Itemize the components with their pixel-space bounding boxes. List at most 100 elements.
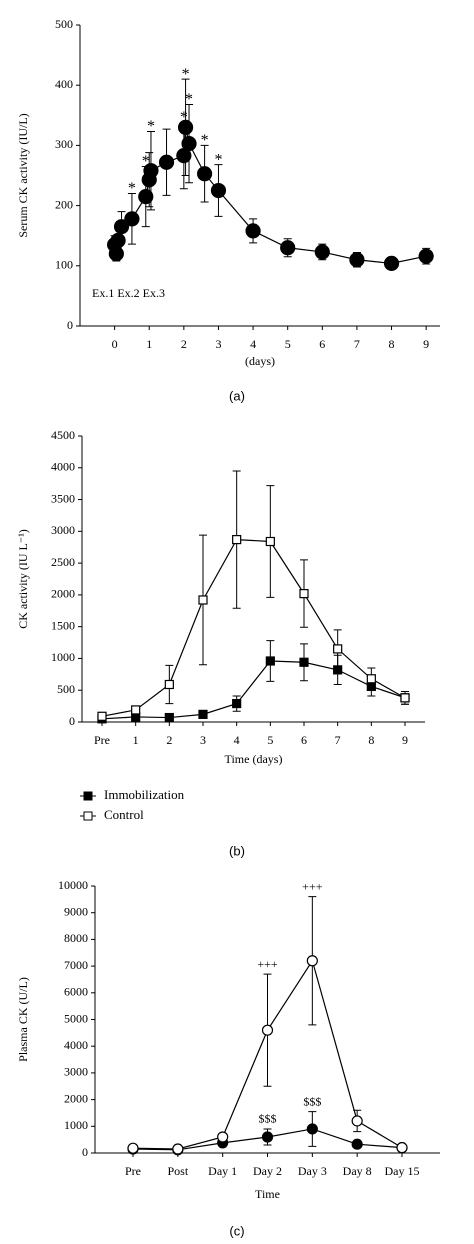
series-line xyxy=(101,660,406,720)
data-point xyxy=(396,1142,408,1154)
x-tick-label: Day 2 xyxy=(253,1164,282,1178)
significance-marker: * xyxy=(182,66,190,83)
y-tick-label: 100 xyxy=(55,258,73,272)
y-tick-label: 0 xyxy=(69,714,75,728)
y-tick-label: 500 xyxy=(57,682,75,696)
x-tick-label: 1 xyxy=(146,337,152,351)
y-tick-label: 5000 xyxy=(64,1011,88,1025)
x-tick-label: 4 xyxy=(234,733,240,747)
x-tick-label: 8 xyxy=(368,733,374,747)
x-axis-label: Time (days) xyxy=(225,752,283,766)
y-tick-label: 3500 xyxy=(51,491,75,505)
significance-marker: * xyxy=(147,118,155,135)
x-axis-label: (days) xyxy=(245,354,275,368)
data-point xyxy=(418,248,434,264)
data-point xyxy=(131,705,141,715)
data-point xyxy=(245,223,261,239)
data-point xyxy=(164,679,174,690)
y-tick-label: 2500 xyxy=(51,555,75,569)
data-point xyxy=(349,252,365,268)
data-point xyxy=(265,656,275,666)
data-point xyxy=(108,246,124,262)
data-point xyxy=(299,589,309,599)
y-tick-label: 1000 xyxy=(51,650,75,664)
caption: (a) xyxy=(229,388,245,403)
data-point xyxy=(172,1143,184,1155)
legend-label: Control xyxy=(104,807,144,822)
significance-marker: * xyxy=(180,109,188,126)
y-tick-label: 2000 xyxy=(51,587,75,601)
significance-marker: $$$ xyxy=(259,1112,277,1126)
significance-marker: * xyxy=(128,180,136,197)
x-tick-label: Pre xyxy=(125,1164,141,1178)
y-tick-label: 4500 xyxy=(51,428,75,442)
x-tick-label: 2 xyxy=(181,337,187,351)
data-point xyxy=(158,154,175,170)
y-axis-label: Serum CK activity (IU/L) xyxy=(16,113,30,237)
significance-marker: +++ xyxy=(302,879,323,893)
data-point xyxy=(217,1131,229,1143)
data-point xyxy=(366,674,376,684)
data-point xyxy=(124,211,140,227)
x-tick-label: Day 3 xyxy=(298,1164,327,1178)
data-point xyxy=(299,657,309,667)
data-point xyxy=(232,534,242,545)
data-point xyxy=(97,711,107,721)
caption: (c) xyxy=(229,1223,244,1238)
y-tick-label: 6000 xyxy=(64,985,88,999)
y-tick-label: 7000 xyxy=(64,958,88,972)
significance-marker: * xyxy=(142,153,150,170)
y-tick-label: 9000 xyxy=(64,904,88,918)
data-point xyxy=(164,712,174,723)
x-tick-label: 0 xyxy=(112,337,118,351)
y-tick-label: 8000 xyxy=(64,931,88,945)
x-tick-label: 2 xyxy=(166,733,172,747)
legend-marker xyxy=(83,791,93,801)
data-point xyxy=(306,1123,318,1135)
data-point xyxy=(197,166,213,182)
x-tick-label: Post xyxy=(167,1164,188,1178)
x-tick-label: 9 xyxy=(402,733,408,747)
y-tick-label: 200 xyxy=(55,197,73,211)
x-tick-label: 6 xyxy=(319,337,325,351)
significance-marker: +++ xyxy=(257,957,278,971)
significance-marker: $$$ xyxy=(303,1094,321,1108)
data-point xyxy=(232,698,242,709)
x-tick-label: 6 xyxy=(301,733,307,747)
data-point xyxy=(333,644,343,654)
data-point xyxy=(127,1142,139,1154)
caption: (b) xyxy=(229,843,245,858)
series-line xyxy=(101,538,406,717)
x-tick-label: 1 xyxy=(133,733,139,747)
x-axis-label: Time xyxy=(255,1187,280,1201)
data-point xyxy=(177,119,194,135)
x-tick-label: 7 xyxy=(354,337,360,351)
legend-label: Immobilization xyxy=(104,787,185,802)
y-tick-label: 400 xyxy=(55,77,73,91)
data-point xyxy=(198,595,208,605)
legend-marker xyxy=(83,811,93,821)
data-point xyxy=(113,219,130,235)
data-point xyxy=(306,955,318,967)
significance-marker: * xyxy=(201,132,209,149)
x-tick-label: Day 8 xyxy=(343,1164,372,1178)
data-point xyxy=(314,244,330,260)
data-point xyxy=(143,163,159,179)
y-tick-label: 0 xyxy=(82,1145,88,1159)
series-line xyxy=(114,127,427,264)
data-point xyxy=(351,1115,363,1127)
y-tick-label: 3000 xyxy=(64,1065,88,1079)
y-tick-label: 3000 xyxy=(51,523,75,537)
x-tick-label: 9 xyxy=(423,337,429,351)
x-tick-label: Pre xyxy=(94,733,110,747)
data-point xyxy=(400,693,410,703)
y-tick-label: 10000 xyxy=(58,878,88,892)
data-point xyxy=(351,1138,363,1150)
y-tick-label: 1000 xyxy=(64,1118,88,1132)
y-tick-label: 0 xyxy=(67,318,73,332)
data-point xyxy=(210,182,227,199)
y-tick-label: 4000 xyxy=(51,460,75,474)
x-tick-label: Day 15 xyxy=(385,1164,420,1178)
x-tick-label: 5 xyxy=(267,733,273,747)
